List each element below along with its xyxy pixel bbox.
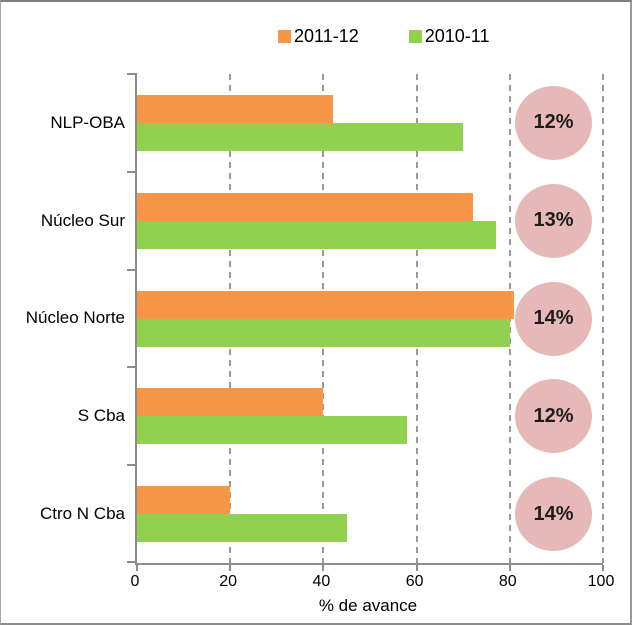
- legend-swatch-green: [408, 29, 422, 43]
- percent-badge-Ctro N Cba: 14%: [515, 477, 592, 552]
- gridline-100: [602, 74, 604, 563]
- y-axis-tick: [127, 561, 137, 563]
- x-tick-label-0: 0: [130, 573, 140, 590]
- x-axis-title: % de avance: [318, 596, 418, 615]
- bar-2011-12-Núcleo Sur: [137, 192, 473, 221]
- bar-2010-11-Núcleo Norte: [137, 318, 510, 347]
- x-axis-tick-80: [508, 565, 511, 571]
- x-tick-label-60: 60: [405, 573, 424, 590]
- category-label-Núcleo Norte: Núcleo Norte: [25, 308, 125, 328]
- category-label-S Cba: S Cba: [77, 406, 125, 426]
- category-label-NLP-OBA: NLP-OBA: [50, 112, 125, 132]
- category-axis-labels: NLP-OBA Núcleo Sur Núcleo Norte S Cba Ctro N…: [1, 74, 125, 563]
- bar-2010-11-Núcleo Sur: [137, 220, 496, 249]
- percent-badge-Núcleo Sur: 13%: [515, 183, 592, 258]
- category-label-Núcleo Sur: Núcleo Sur: [40, 210, 125, 230]
- y-axis-tick: [127, 73, 137, 75]
- legend: 2011-12 2010-11: [278, 27, 489, 45]
- bar-2011-12-S Cba: [137, 388, 324, 417]
- bar-2010-11-S Cba: [137, 416, 408, 445]
- percent-badge-S Cba: 12%: [515, 379, 592, 454]
- y-axis-tick: [127, 171, 137, 173]
- percent-badge-NLP-OBA: 12%: [515, 85, 592, 160]
- x-tick-label-80: 80: [498, 573, 517, 590]
- y-axis-tick: [127, 366, 137, 368]
- x-tick-label-40: 40: [312, 573, 331, 590]
- y-axis-tick: [127, 269, 137, 271]
- x-axis-tick-0: [136, 565, 138, 571]
- x-axis-tick-60: [415, 565, 418, 571]
- legend-item-2010-11: 2010-11: [408, 26, 490, 46]
- x-axis-tick-20: [229, 565, 232, 571]
- legend-item-2011-12: 2011-12: [278, 27, 359, 45]
- legend-label: 2010-11: [424, 26, 490, 46]
- gridline-80: [508, 74, 511, 563]
- bar-2010-11-NLP-OBA: [137, 122, 464, 151]
- bar-2011-12-Núcleo Norte: [137, 290, 515, 319]
- plot-area: 12% 13% 14% 12% 14%: [127, 73, 604, 571]
- x-tick-label-20: 20: [219, 573, 238, 590]
- x-tick-label-100: 100: [587, 573, 615, 590]
- x-axis-tick-40: [322, 565, 325, 571]
- y-axis-tick: [127, 464, 137, 466]
- legend-swatch-orange: [278, 29, 291, 43]
- percent-badge-Núcleo Norte: 14%: [515, 281, 592, 356]
- bar-2010-11-Ctro N Cba: [137, 514, 347, 543]
- category-label-Ctro N Cba: Ctro N Cba: [39, 504, 125, 524]
- bar-2011-12-Ctro N Cba: [137, 486, 231, 515]
- legend-label: 2011-12: [294, 26, 359, 46]
- x-axis-tick-100: [602, 565, 604, 571]
- bar-2011-12-NLP-OBA: [137, 94, 333, 123]
